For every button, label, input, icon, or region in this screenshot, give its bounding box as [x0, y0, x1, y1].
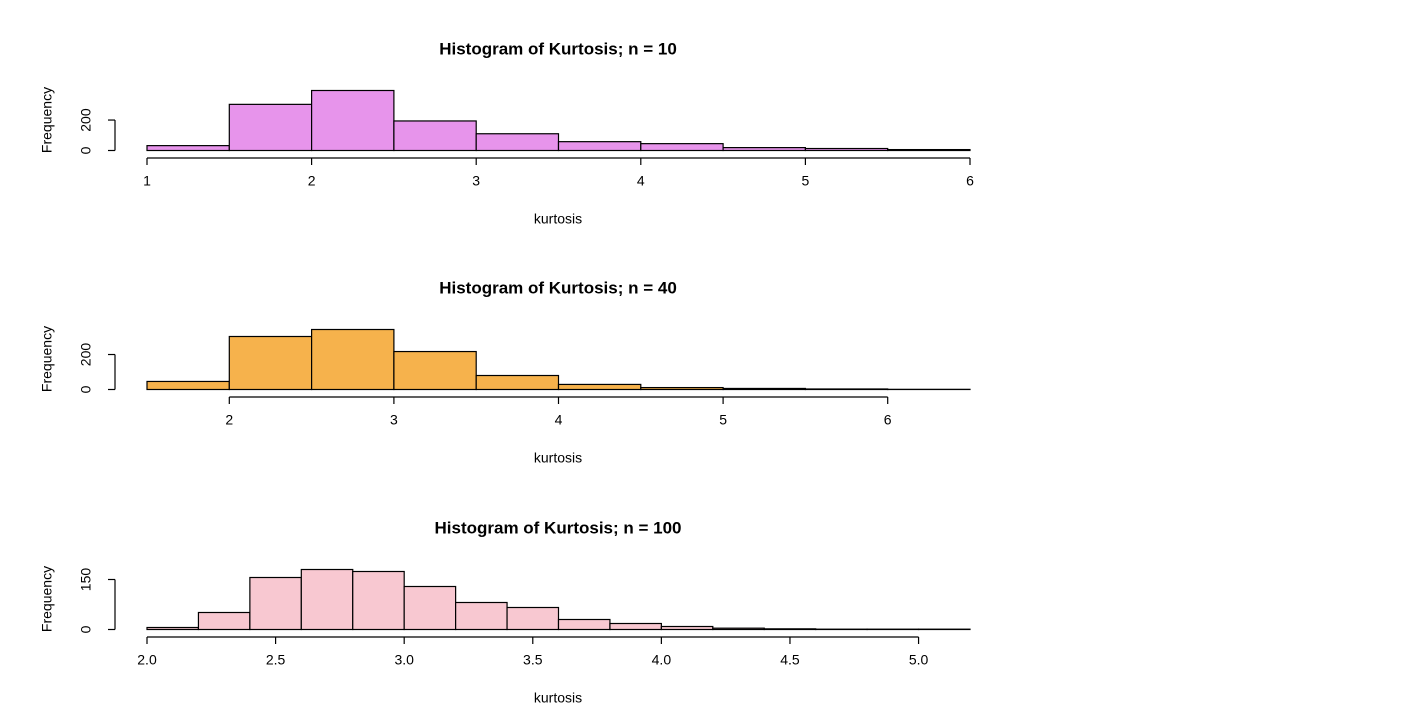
bar — [712, 627, 765, 631]
bar — [311, 328, 395, 391]
y-tick-label: 0 — [78, 625, 94, 633]
x-axis-label: kurtosis — [534, 211, 582, 227]
y-tick-label: 200 — [78, 343, 94, 367]
bar — [640, 143, 724, 152]
bar — [609, 622, 662, 631]
y-axis-label: Frequency — [39, 87, 55, 153]
y-axis-label: Frequency — [39, 566, 55, 632]
y-tick-label: 150 — [78, 568, 94, 592]
x-tick-label: 4.5 — [780, 652, 800, 668]
x-tick-label: 5 — [802, 173, 810, 189]
bar — [475, 374, 560, 391]
bar — [455, 601, 508, 631]
bar — [804, 388, 889, 391]
y-tick-label: 0 — [78, 385, 94, 393]
bar — [763, 628, 817, 631]
bar — [722, 147, 806, 152]
bar — [506, 606, 560, 631]
bar — [475, 133, 560, 152]
x-axis-label: kurtosis — [534, 450, 582, 466]
x-tick-label: 4.0 — [652, 652, 672, 668]
x-tick-label: 2.0 — [137, 652, 157, 668]
bar — [228, 103, 313, 152]
bar — [249, 576, 302, 631]
chart-title: Histogram of Kurtosis; n = 10 — [439, 39, 677, 58]
chart-title: Histogram of Kurtosis; n = 100 — [434, 518, 681, 537]
bar — [887, 148, 971, 152]
bar — [352, 570, 405, 631]
x-tick-label: 3.0 — [394, 652, 414, 668]
x-tick-label: 2.5 — [266, 652, 286, 668]
x-tick-label: 6 — [884, 412, 892, 428]
x-tick-label: 5 — [719, 412, 727, 428]
bar — [722, 387, 806, 391]
bar — [557, 383, 642, 391]
bar — [146, 380, 230, 391]
x-tick-label: 5.0 — [909, 652, 929, 668]
x-tick-label: 2 — [225, 412, 233, 428]
x-tick-label: 3 — [472, 173, 480, 189]
bar — [393, 350, 477, 391]
bar — [393, 120, 477, 152]
x-tick-label: 1 — [143, 173, 151, 189]
bar — [557, 141, 642, 152]
y-tick-label: 0 — [78, 146, 94, 154]
bar — [228, 335, 313, 391]
bar — [660, 625, 714, 631]
bar — [557, 618, 611, 631]
bar — [403, 585, 457, 631]
y-tick-label: 200 — [78, 108, 94, 132]
x-tick-label: 3.5 — [523, 652, 543, 668]
x-axis-label: kurtosis — [534, 690, 582, 706]
chart-title: Histogram of Kurtosis; n = 40 — [439, 278, 677, 297]
bar — [146, 626, 200, 631]
y-axis-label: Frequency — [39, 326, 55, 392]
bar — [640, 386, 724, 391]
x-tick-label: 4 — [555, 412, 563, 428]
bar — [197, 611, 251, 631]
bar — [311, 89, 395, 152]
bar — [300, 568, 354, 631]
x-tick-label: 3 — [390, 412, 398, 428]
bar — [804, 147, 889, 152]
x-tick-label: 6 — [966, 173, 974, 189]
bar — [146, 145, 230, 152]
x-tick-label: 4 — [637, 173, 645, 189]
x-tick-label: 2 — [308, 173, 316, 189]
